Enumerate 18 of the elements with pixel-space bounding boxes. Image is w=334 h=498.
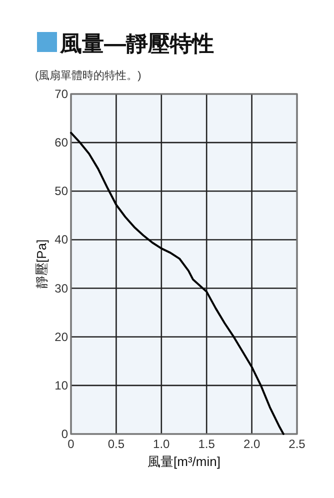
line-series xyxy=(70,132,284,435)
chart-subtitle: (風扇單體時的特性。) xyxy=(35,69,142,82)
x-tick-label: 1.5 xyxy=(198,437,216,451)
x-tick-label: 2.0 xyxy=(243,437,260,451)
x-tick-label: 2.5 xyxy=(288,437,306,451)
chart-title: 風量—靜壓特性 xyxy=(59,31,214,56)
y-tick-label: 50 xyxy=(54,184,68,198)
x-tick-label: 0.5 xyxy=(108,437,125,451)
y-tick-label: 0 xyxy=(61,427,68,441)
y-tick-label: 70 xyxy=(54,87,68,101)
y-tick-label: 10 xyxy=(54,378,68,392)
x-tick-label: 1.0 xyxy=(153,437,170,451)
y-tick-label: 60 xyxy=(54,136,68,150)
x-axis-title: 風量[m³/min] xyxy=(148,454,220,469)
y-tick-label: 30 xyxy=(54,281,68,296)
y-axis-title: 靜壓[Pa] xyxy=(34,239,49,289)
y-tick-label: 20 xyxy=(54,330,68,344)
y-tick-label: 40 xyxy=(54,232,68,247)
